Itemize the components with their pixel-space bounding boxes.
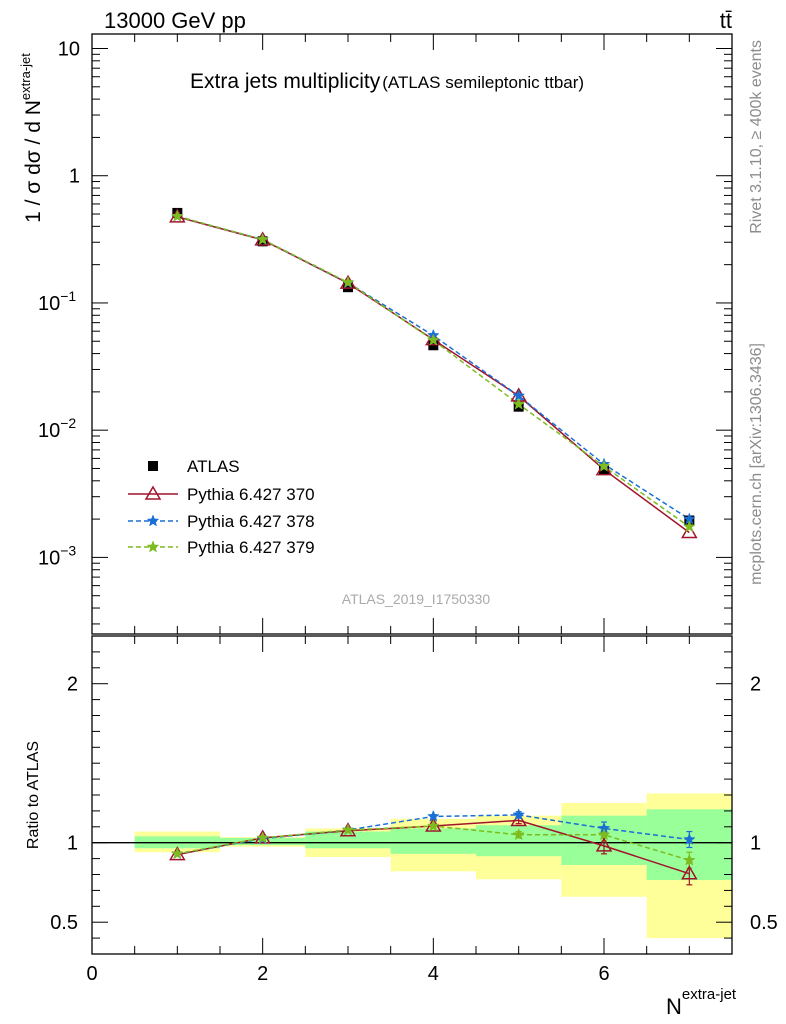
main-series-point [512, 397, 526, 410]
legend: ATLAS Pythia 6.427 370 Pythia 6.427 378 Pyt… [128, 457, 315, 557]
main-y-axis-label-text: 1 / σ dσ / d N [22, 100, 45, 223]
ratio-frame [91, 635, 733, 955]
legend-marker [146, 540, 160, 553]
ratio-y-tick-label-right: 0.5 [750, 912, 778, 934]
mcplots-label: mcplots.cern.ch [arXiv:1306.3436] [748, 343, 765, 585]
main-y-tick-label: 10−3 [38, 542, 76, 569]
x-tick-label: 0 [86, 963, 97, 985]
ratio-band-inner [305, 831, 391, 849]
process-label: tt̄ [720, 8, 732, 33]
main-series-point [341, 275, 355, 288]
rivet-label: Rivet 3.1.10, ≥ 400k events [748, 40, 765, 234]
ratio-series-point [682, 832, 696, 845]
main-y-axis-label: 1 / σ dσ / d Nextra-jet [18, 53, 45, 223]
main-y-tick-label: 10 [58, 38, 80, 60]
ratio-series-point [256, 831, 270, 844]
ratio-clip-group [92, 793, 732, 939]
ratio-band-inner [390, 828, 476, 854]
ratio-y-tick-label-right: 2 [750, 674, 761, 696]
legend-label: ATLAS [187, 457, 240, 476]
main-series-point [426, 333, 440, 346]
analysis-label: ATLAS_2019_I1750330 [342, 591, 491, 607]
main-series-point [682, 520, 696, 533]
ratio-series-point [426, 819, 440, 832]
main-frame [91, 33, 733, 635]
energy-label: 13000 GeV pp [104, 8, 246, 33]
legend-label: Pythia 6.427 379 [187, 538, 315, 557]
ratio-series-point [426, 809, 440, 822]
ratio-series-point [512, 828, 526, 841]
ratio-panel: 2 2 1 1 0.5 0.5 0 2 4 6 [50, 635, 778, 985]
ratio-series-point [512, 808, 526, 821]
main-series-point [256, 232, 270, 245]
x-tick-label: 2 [257, 963, 268, 985]
legend-marker [146, 514, 160, 527]
ratio-y-tick-label: 2 [67, 674, 78, 696]
ratio-y-tick-label: 1 [67, 833, 78, 855]
main-series-point [597, 459, 611, 472]
main-series-point [170, 209, 184, 222]
main-series-line [177, 215, 690, 520]
legend-marker [144, 485, 162, 500]
main-y-tick-label: 10−1 [38, 288, 76, 315]
ratio-y-tick-label-right: 1 [750, 833, 761, 855]
main-series-line [177, 215, 690, 528]
ratio-y-tick-label: 0.5 [50, 912, 78, 934]
ratio-series-point [595, 837, 613, 852]
title-main: Extra jets multiplicity [190, 70, 381, 93]
x-axis-label-sup: extra-jet [682, 986, 737, 1003]
main-y-tick-label: 1 [69, 166, 80, 188]
ratio-series-point [341, 823, 355, 836]
ratio-series-point [681, 865, 698, 880]
legend-label: Pythia 6.427 378 [187, 512, 315, 531]
main-y-tick-label: 10−2 [38, 415, 76, 442]
ratio-series-point [170, 847, 184, 860]
x-axis-label-text: N [666, 994, 682, 1019]
ratio-series-point [597, 828, 611, 841]
main-series-point [599, 464, 609, 475]
ratio-series-point [682, 853, 696, 866]
x-tick-label: 4 [428, 963, 439, 985]
main-panel: 10 1 10−1 10−2 10−3 [38, 33, 733, 635]
legend-marker [148, 461, 158, 471]
ratio-y-axis-label: Ratio to ATLAS [25, 741, 42, 849]
legend-label: Pythia 6.427 370 [187, 485, 315, 504]
main-series-point [343, 282, 353, 293]
x-axis-label: Nextra-jet [666, 986, 737, 1019]
chart-title: Extra jets multiplicity (ATLAS semilepton… [190, 70, 584, 93]
main-y-axis-label-sup: extra-jet [18, 53, 33, 100]
x-tick-label: 6 [598, 963, 609, 985]
title-subtitle: (ATLAS semileptonic ttbar) [382, 73, 584, 92]
